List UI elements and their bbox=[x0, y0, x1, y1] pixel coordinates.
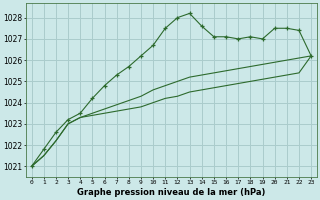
X-axis label: Graphe pression niveau de la mer (hPa): Graphe pression niveau de la mer (hPa) bbox=[77, 188, 266, 197]
